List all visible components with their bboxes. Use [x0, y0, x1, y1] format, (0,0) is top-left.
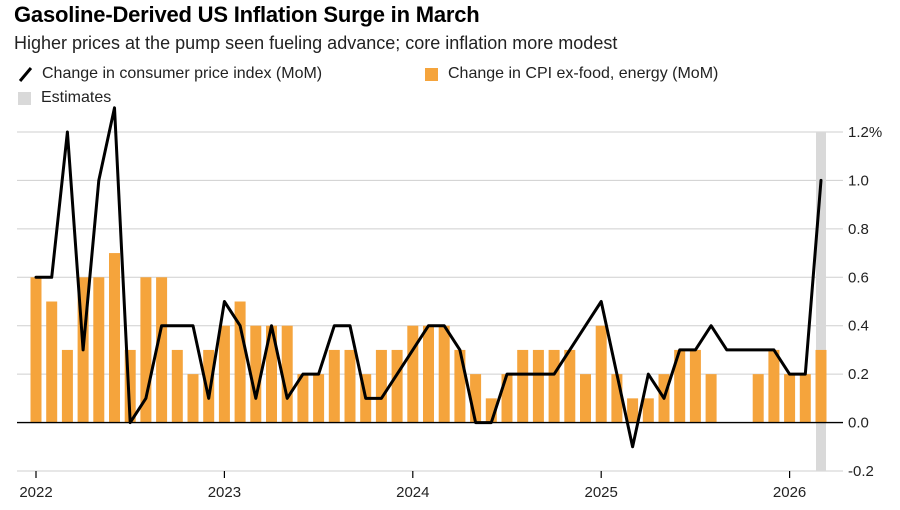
legend-estimates-label: Estimates [41, 89, 112, 106]
core-cpi-bar [752, 374, 764, 423]
core-cpi-bar [375, 349, 387, 423]
core-cpi-bar [423, 325, 434, 423]
core-cpi-bar [250, 325, 262, 423]
legend-cpi-label: Change in consumer price index (MoM) [42, 65, 323, 82]
y-tick-label: -0.2 [848, 463, 874, 480]
core-cpi-bar [485, 398, 497, 423]
x-tick-label: 2024 [396, 484, 429, 501]
core-cpi-bar [187, 374, 199, 423]
legend-core-cpi: Change in CPI ex-food, energy (MoM) [425, 65, 718, 83]
core-cpi-bar [171, 349, 183, 423]
core-cpi-bar [611, 374, 623, 423]
core-cpi-bar [768, 349, 780, 423]
core-cpi-bar [203, 349, 215, 423]
core-cpi-bar [313, 374, 325, 423]
y-tick-label: 0.2 [848, 366, 869, 383]
core-cpi-bar [438, 325, 450, 423]
core-cpi-bar [595, 325, 607, 423]
y-tick-label: 0.6 [848, 269, 869, 286]
cpi-line [34, 106, 823, 449]
core-cpi-bar [297, 374, 309, 423]
legend-bar-icon [425, 67, 438, 81]
core-cpi-bar [674, 349, 686, 423]
chart-title: Gasoline-Derived US Inflation Surge in M… [14, 2, 480, 27]
core-cpi-bar [799, 374, 811, 423]
core-cpi-bar [564, 349, 576, 423]
y-tick-label: 1.0 [848, 172, 869, 189]
core-cpi-bar [548, 349, 560, 423]
core-cpi-bar [46, 301, 58, 423]
core-cpi-bar [156, 277, 168, 423]
core-cpi-bar [627, 398, 639, 423]
core-cpi-bar [93, 277, 105, 423]
core-cpi-bar [689, 349, 701, 423]
chart-subtitle: Higher prices at the pump seen fueling a… [14, 33, 618, 53]
legend-core-cpi-label: Change in CPI ex-food, energy (MoM) [448, 65, 719, 82]
core-cpi-bar [140, 277, 152, 423]
core-cpi-bar [784, 374, 796, 423]
legend-estimates: Estimates [18, 89, 111, 107]
y-tick-label: 0.8 [848, 221, 869, 238]
estimate-band [816, 132, 826, 471]
legend-cpi: Change in consumer price index (MoM) [18, 65, 322, 83]
core-cpi-bar [218, 325, 230, 423]
core-cpi-bar [705, 374, 717, 423]
core-cpi-bar [454, 349, 466, 423]
core-cpi-bar [407, 325, 419, 423]
x-tick-label: 2026 [773, 484, 806, 501]
core-cpi-bar [517, 349, 529, 423]
core-cpi-bar [501, 374, 513, 423]
core-cpi-bar [266, 325, 277, 423]
core-cpi-bar [109, 253, 120, 423]
core-cpi-bar [61, 349, 73, 423]
core-cpi-bar [124, 349, 136, 423]
core-cpi-bar [391, 349, 403, 423]
core-cpi-bar [234, 301, 246, 423]
core-cpi-bar [642, 398, 654, 423]
y-tick-label: 1.2% [848, 124, 882, 141]
y-tick-label: 0.0 [848, 415, 869, 432]
x-tick-label: 2023 [208, 484, 241, 501]
core-cpi-bar [815, 349, 827, 423]
core-cpi-bar [580, 374, 591, 423]
core-cpi-bar [328, 349, 340, 423]
core-cpi-bar [470, 374, 482, 423]
x-tick-label: 2025 [585, 484, 618, 501]
x-tick-label: 2022 [19, 484, 52, 501]
legend-shade-icon [18, 91, 31, 105]
y-tick-label: 0.4 [848, 318, 869, 335]
core-cpi-bar [281, 325, 293, 423]
core-cpi-bar [30, 277, 42, 423]
core-cpi-bar [532, 349, 544, 423]
core-cpi-bar [344, 349, 356, 423]
